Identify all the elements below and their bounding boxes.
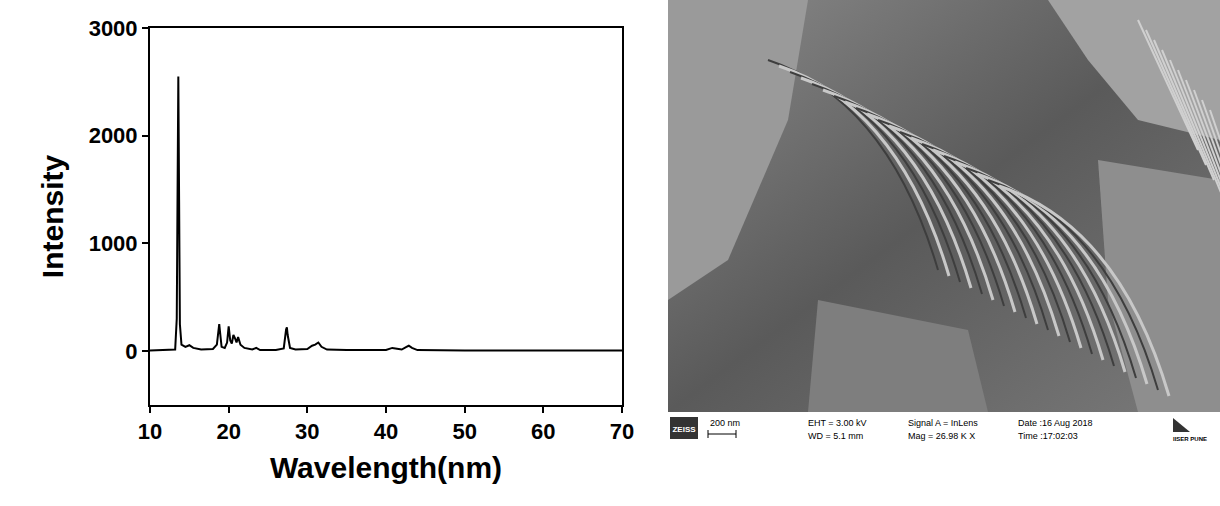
svg-text:Date :16 Aug 2018: Date :16 Aug 2018 xyxy=(1018,418,1093,428)
svg-text:200 nm: 200 nm xyxy=(710,418,740,428)
svg-text:Mag = 26.98 K X: Mag = 26.98 K X xyxy=(908,431,975,441)
svg-text:Signal A = InLens: Signal A = InLens xyxy=(908,418,978,428)
svg-text:30: 30 xyxy=(295,419,319,444)
svg-text:IISER PUNE: IISER PUNE xyxy=(1173,436,1207,442)
svg-text:10: 10 xyxy=(138,419,162,444)
svg-text:Time :17:02:03: Time :17:02:03 xyxy=(1018,431,1078,441)
svg-text:WD = 5.1 mm: WD = 5.1 mm xyxy=(808,431,863,441)
svg-text:EHT = 3.00 kV: EHT = 3.00 kV xyxy=(808,418,867,428)
svg-text:1000: 1000 xyxy=(89,231,138,256)
svg-text:70: 70 xyxy=(610,419,634,444)
svg-text:50: 50 xyxy=(452,419,476,444)
svg-text:Wavelength(nm): Wavelength(nm) xyxy=(270,451,502,484)
svg-text:0: 0 xyxy=(125,339,137,364)
svg-text:Intensity: Intensity xyxy=(36,155,69,279)
svg-text:2000: 2000 xyxy=(89,123,138,148)
svg-text:3000: 3000 xyxy=(89,16,138,41)
svg-text:ZEISS: ZEISS xyxy=(672,425,696,434)
svg-text:60: 60 xyxy=(531,419,555,444)
svg-text:20: 20 xyxy=(216,419,240,444)
svg-text:40: 40 xyxy=(374,419,398,444)
